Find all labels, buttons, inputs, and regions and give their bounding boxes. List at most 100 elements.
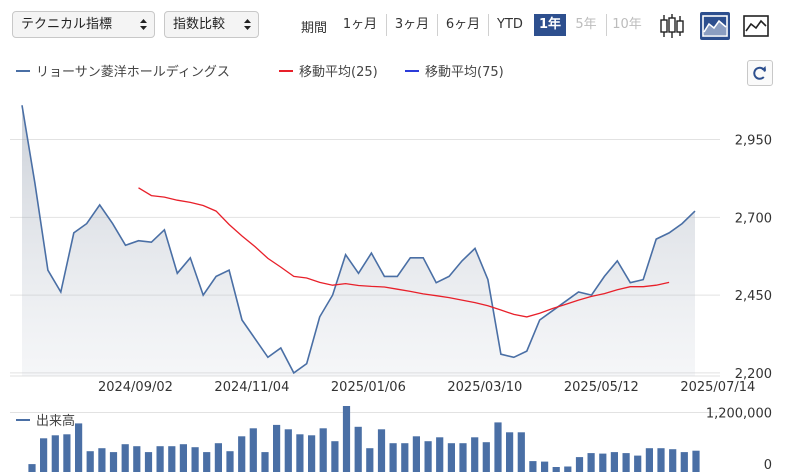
volume-bar: [331, 441, 339, 472]
volume-bar: [121, 444, 129, 472]
area-chart-button[interactable]: [700, 12, 730, 40]
volume-bar: [191, 447, 199, 472]
volume-bar: [354, 426, 362, 472]
candlestick-chart-button[interactable]: [657, 12, 687, 40]
index-compare-dropdown[interactable]: 指数比較: [164, 11, 259, 38]
y-tick-label: 2,200: [735, 367, 772, 382]
volume-bar: [156, 446, 164, 472]
legend-swatch: [405, 69, 419, 72]
volume-bar: [622, 453, 630, 472]
refresh-icon: [753, 66, 766, 80]
y-tick-label: 2,700: [735, 211, 772, 226]
volume-bar: [412, 436, 420, 472]
volume-bar: [308, 435, 316, 472]
y-tick-label: 2,950: [735, 134, 772, 149]
line-chart-icon: [743, 15, 769, 37]
volume-bar: [179, 444, 187, 472]
price-x-axis: 2024/09/02 2024/11/04 2025/01/06 2025/03/10…: [98, 380, 755, 395]
x-tick-label: 2025/01/06: [331, 380, 406, 395]
refresh-button[interactable]: [747, 60, 773, 86]
x-tick-label: 2024/11/04: [214, 380, 289, 395]
y-tick-label: 0: [764, 458, 772, 473]
volume-bar: [284, 429, 292, 472]
legend-item-ma25: 移動平均(25): [279, 61, 378, 80]
x-tick-label: 2025/03/10: [447, 380, 522, 395]
volume-bar: [214, 443, 222, 472]
volume-bar: [680, 452, 688, 472]
x-tick-label: 2024/09/02: [98, 380, 173, 395]
volume-bar: [366, 448, 374, 472]
volume-bar: [168, 446, 176, 472]
volume-bar: [40, 438, 48, 472]
volume-bar: [296, 434, 304, 472]
volume-bar: [377, 429, 386, 472]
volume-bar: [133, 446, 141, 472]
series-line-price: [21, 105, 696, 375]
volume-bar: [506, 432, 514, 472]
volume-bar: [471, 437, 479, 472]
period-1y-button[interactable]: 1年: [534, 14, 566, 36]
volume-bar: [109, 452, 118, 472]
period-1m-button[interactable]: 1ヶ月: [342, 17, 378, 32]
volume-bar: [564, 466, 572, 472]
series-line-ma25: [138, 187, 670, 318]
chart-toolbar: テクニカル指標 指数比較 期間 1ヶ月 3ヶ月 6ヶ月 YTD 1年 5年 10…: [0, 0, 786, 50]
volume-bar: [203, 452, 211, 472]
technical-indicator-label: テクニカル指標: [21, 17, 113, 32]
volume-bars: [28, 406, 700, 472]
volume-y-axis: 1,200,000 0: [706, 406, 772, 473]
volume-bar: [389, 443, 397, 472]
volume-chart: 1,200,000 0: [10, 406, 772, 473]
period-3m-button[interactable]: 3ヶ月: [386, 14, 437, 36]
volume-bar: [459, 443, 467, 472]
volume-bar: [261, 452, 269, 472]
period-6m-button[interactable]: 6ヶ月: [437, 14, 488, 36]
volume-bar: [669, 449, 677, 472]
volume-bar: [86, 451, 94, 472]
volume-bar: [51, 435, 59, 472]
volume-bar: [98, 448, 106, 472]
period-10y-button: 10年: [606, 14, 647, 36]
technical-indicator-dropdown[interactable]: テクニカル指標: [12, 11, 155, 38]
period-ytd-button[interactable]: YTD: [488, 14, 531, 36]
volume-bar: [517, 432, 525, 472]
candlestick-icon: [660, 14, 684, 38]
volume-bar: [634, 455, 642, 472]
volume-bar: [541, 461, 549, 472]
legend-swatch: [16, 418, 30, 421]
legend-label: 移動平均(75): [425, 65, 504, 80]
legend-label: 移動平均(25): [299, 65, 378, 80]
period-5y-button: 5年: [575, 17, 597, 32]
volume-bar: [144, 452, 153, 472]
line-chart-button[interactable]: [741, 12, 771, 40]
volume-bar: [529, 461, 537, 472]
index-compare-label: 指数比較: [173, 17, 226, 32]
volume-bar: [494, 422, 502, 472]
volume-bar: [28, 464, 36, 472]
area-chart-icon: [702, 15, 728, 37]
volume-bar: [273, 424, 281, 472]
legend-swatch: [16, 69, 30, 72]
volume-bar: [75, 423, 83, 472]
price-y-axis: 2,950 2,700 2,450 2,200: [735, 134, 772, 382]
volume-bar: [552, 467, 560, 472]
volume-bar: [249, 428, 257, 472]
volume-bar: [657, 448, 665, 472]
volume-legend-label: 出来高: [36, 414, 76, 429]
legend-swatch: [279, 69, 293, 72]
volume-bar: [575, 457, 584, 472]
price-chart: 2,950 2,700 2,450 2,200 2024/09/02 2024/11/0…: [10, 105, 772, 395]
volume-bar: [424, 441, 432, 472]
volume-bar: [342, 406, 351, 472]
volume-legend: 出来高: [16, 410, 75, 429]
volume-bar: [436, 437, 444, 472]
volume-bar: [587, 453, 595, 472]
volume-bar: [238, 436, 246, 472]
volume-bar: [63, 434, 71, 472]
y-tick-label: 1,200,000: [706, 406, 772, 421]
volume-bar: [482, 442, 490, 472]
volume-bar: [645, 448, 653, 472]
volume-bar: [447, 443, 455, 472]
volume-bar: [226, 451, 234, 472]
x-tick-label: 2025/05/12: [564, 380, 639, 395]
